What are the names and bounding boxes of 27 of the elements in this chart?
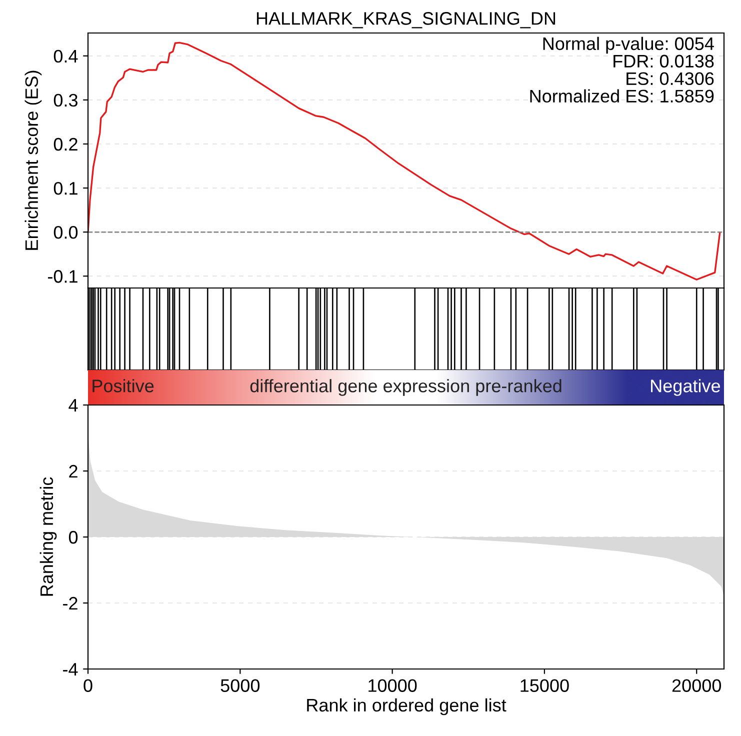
annotation: Normal p-value: 0054 — [543, 36, 714, 54]
chart-title: HALLMARK_KRAS_SIGNALING_DN — [256, 12, 556, 28]
y-tick-label: 2 — [69, 464, 78, 478]
annotation: ES: 0.4306 — [626, 72, 714, 86]
text: Positive — [92, 379, 154, 392]
y-tick-label: 0.3 — [54, 94, 78, 107]
y-tick-label: 0 — [68, 530, 78, 544]
x-tick-label: 15000 — [520, 679, 569, 692]
annotation: FDR: 0.0138 — [614, 54, 714, 68]
y-tick-label: 0.2 — [54, 138, 78, 151]
x-axis-title: Rank in ordered gene list — [307, 698, 506, 716]
x-tick-label: 10000 — [368, 679, 417, 692]
y-tick-label: 0.1 — [54, 182, 78, 195]
y-tick-label: -4 — [63, 663, 78, 676]
x-tick-label: 20000 — [672, 679, 722, 692]
y-axis-title: Ranking metric — [40, 477, 57, 596]
text: Negative — [651, 379, 720, 396]
y-tick-label: -2 — [63, 596, 78, 610]
y-axis-title: Enrichment score (ES) — [24, 70, 42, 250]
y-tick-label: 4 — [68, 399, 78, 412]
x-tick-label: 5000 — [220, 679, 260, 692]
annotation: Normalized ES: 1.5859 — [530, 89, 714, 103]
x-tick-label: 0 — [84, 679, 92, 692]
y-tick-label: 0.0 — [54, 226, 78, 239]
y-tick-label: 0.4 — [54, 50, 78, 63]
text: differential gene expression pre-ranked — [250, 379, 562, 396]
y-tick-label: -0.1 — [48, 270, 78, 283]
